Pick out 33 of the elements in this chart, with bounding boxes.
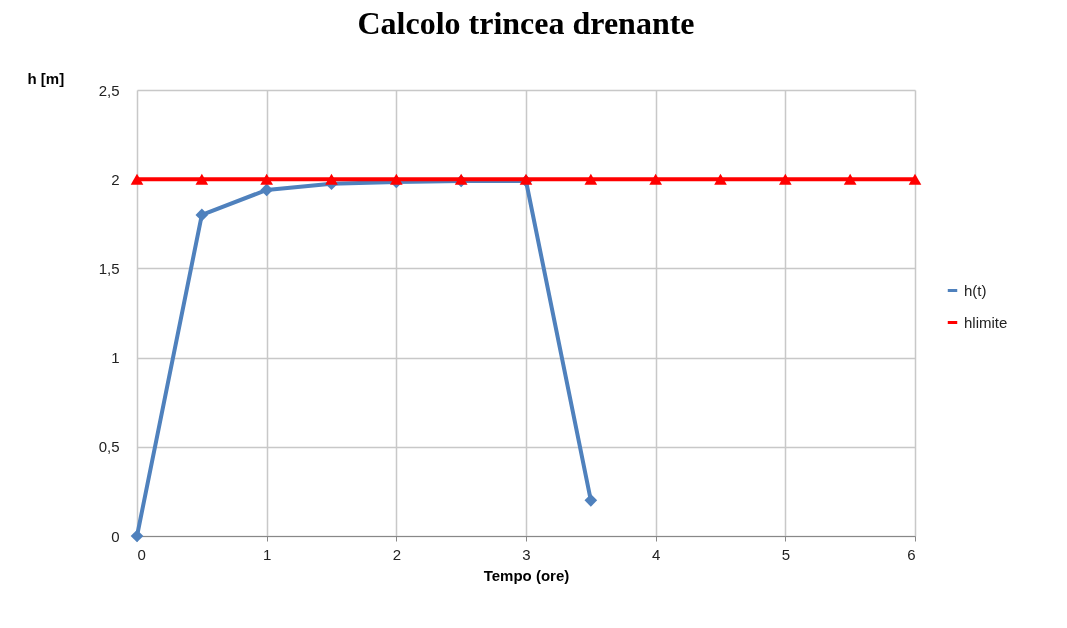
- point: [584, 494, 598, 507]
- point: [325, 173, 338, 185]
- x-tick-label: 3: [522, 545, 531, 563]
- point: [714, 173, 727, 185]
- point: [584, 173, 598, 185]
- y-tick-label: 1,5: [98, 259, 120, 277]
- point: [649, 173, 662, 185]
- chart-title: Calcolo trincea drenante: [357, 5, 695, 41]
- point: [195, 208, 209, 222]
- x-tick-label: 5: [781, 545, 791, 563]
- point: [390, 173, 403, 185]
- point: [908, 173, 922, 185]
- x-tick-label: 6: [907, 545, 916, 563]
- y-axis-title: h [m]: [27, 69, 65, 87]
- y-tick-label: 1: [111, 349, 120, 367]
- x-tick-label: 0: [137, 545, 146, 563]
- y-tick-label: 2: [111, 170, 120, 188]
- x-tick-label: 2: [392, 545, 402, 563]
- point: [260, 183, 273, 197]
- point: [260, 173, 273, 185]
- legend-label: h(t): [964, 281, 987, 299]
- x-axis-title: Tempo (ore): [483, 566, 570, 584]
- point: [130, 529, 144, 543]
- point: [779, 173, 792, 185]
- legend-label: hlimite: [964, 313, 1008, 331]
- x-tick-label: 4: [651, 545, 661, 563]
- y-tick-label: 0: [111, 527, 120, 545]
- point: [843, 173, 857, 185]
- point: [130, 173, 144, 185]
- point: [195, 173, 209, 185]
- x-tick-label: 1: [262, 545, 272, 563]
- y-tick-label: 0,5: [98, 438, 120, 456]
- y-tick-label: 2,5: [98, 81, 120, 99]
